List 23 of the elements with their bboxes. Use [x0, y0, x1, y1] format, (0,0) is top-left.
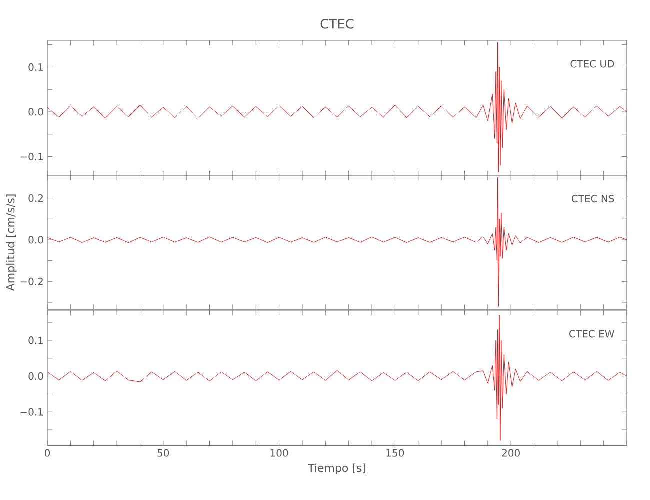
line-series — [48, 42, 627, 173]
y-axis-title: Amplitud [cm/s/s] — [6, 194, 17, 292]
annotation: CTEC UD — [570, 60, 614, 68]
x-tick-label: 0 — [44, 449, 50, 457]
chart-title: CTEC — [320, 19, 354, 29]
annotation: CTEC EW — [570, 330, 614, 338]
y-tick-label: 0.0 — [28, 108, 44, 116]
x-axis-title: Tiempo [s] — [308, 464, 366, 474]
y-tick-label: 0.1 — [28, 336, 44, 344]
annotation: CTEC NS — [572, 195, 614, 203]
y-tick-label: −0.1 — [20, 152, 44, 161]
x-tick-label: 200 — [502, 449, 520, 457]
y-tick-label: 0.0 — [28, 372, 44, 380]
x-tick-label: 100 — [270, 449, 288, 457]
y-tick-label: 0.2 — [28, 194, 43, 202]
x-tick-label: 50 — [158, 449, 170, 457]
line-series — [48, 315, 627, 442]
y-tick-label: −0.2 — [20, 278, 43, 286]
y-tick-label: 0.0 — [28, 236, 44, 244]
y-tick-label: −0.1 — [20, 408, 44, 416]
x-tick-label: 150 — [386, 449, 404, 457]
y-tick-label: 0.1 — [28, 63, 44, 72]
line-series — [48, 177, 627, 307]
